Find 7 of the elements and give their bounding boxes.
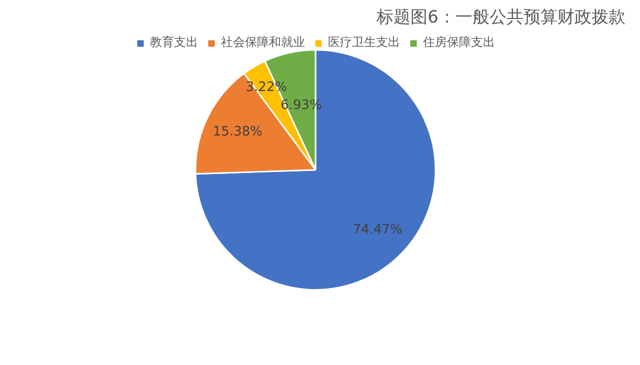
chart-title: 标题图6：一般公共预算财政拨款 bbox=[376, 8, 626, 28]
legend-label: 医疗卫生支出 bbox=[328, 34, 400, 51]
legend-label: 教育支出 bbox=[150, 34, 198, 51]
legend-label: 社会保障和就业 bbox=[221, 34, 305, 51]
data-label: 15.38% bbox=[212, 124, 262, 140]
legend-label: 住房保障支出 bbox=[423, 34, 495, 51]
data-label: 74.47% bbox=[352, 222, 402, 238]
